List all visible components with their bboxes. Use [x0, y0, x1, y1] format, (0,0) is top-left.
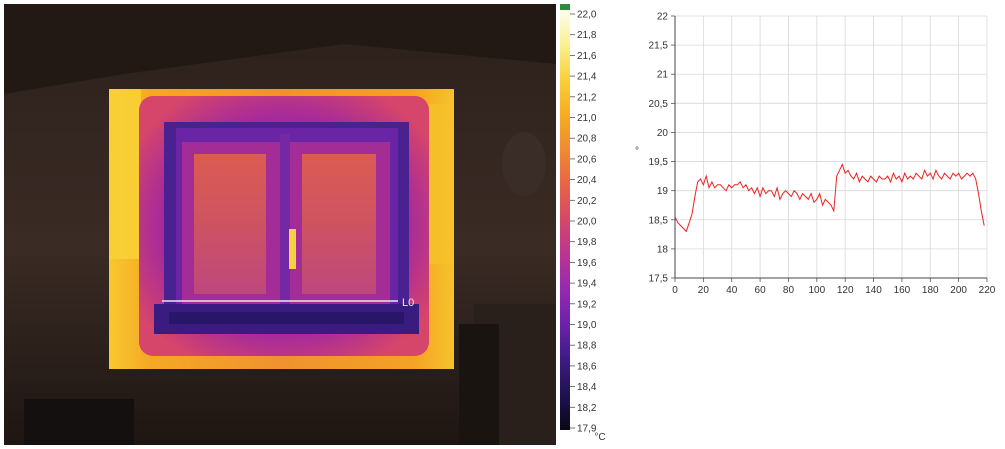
x-tick-label: 40	[726, 285, 738, 296]
y-tick-label: 18	[657, 244, 669, 255]
x-tick-label: 140	[865, 285, 882, 296]
scale-tick-label: 19,4	[577, 279, 597, 290]
scale-tick-label: 18,6	[577, 361, 597, 372]
scale-tick-label: 20,0	[577, 217, 597, 228]
scale-tick-label: 21,8	[577, 30, 597, 41]
x-tick-label: 180	[922, 285, 939, 296]
x-tick-label: 20	[698, 285, 710, 296]
scale-tick-label: 20,6	[577, 154, 597, 165]
chart-axes	[671, 15, 988, 282]
scale-tick-label: 18,8	[577, 341, 597, 352]
scale-tick-label: 18,4	[577, 382, 597, 393]
y-tick-label: 21,5	[649, 41, 669, 52]
scale-tick-label: 21,2	[577, 92, 597, 103]
y-tick-label: 18,5	[649, 215, 669, 226]
measurement-line-label: L0	[402, 297, 414, 309]
scale-tick-label: 21,6	[577, 51, 597, 62]
cabinet-left	[24, 399, 134, 445]
scale-tick-label: 21,4	[577, 72, 597, 83]
chair-right	[459, 324, 499, 445]
scale-unit: °C	[594, 432, 605, 443]
scale-tick-label: 19,0	[577, 320, 597, 331]
hot-spot	[289, 229, 296, 269]
y-tick-label: 17,5	[649, 274, 669, 285]
x-tick-label: 120	[837, 285, 854, 296]
y-tick-label: 22	[657, 12, 669, 23]
warm-edge-left	[109, 89, 141, 259]
thermal-image: L0	[4, 4, 556, 445]
lamp-right	[502, 132, 546, 196]
x-tick-label: 0	[672, 285, 678, 296]
y-tick-label: 19	[657, 186, 669, 197]
window-pane-right-glass	[302, 154, 376, 294]
y-tick-label: 20,5	[649, 99, 669, 110]
x-tick-label: 160	[894, 285, 911, 296]
x-tick-label: 100	[808, 285, 825, 296]
scale-tick-label: 20,4	[577, 175, 597, 186]
scale-tick-label: 20,2	[577, 196, 597, 207]
scale-tick-label: 18,2	[577, 403, 597, 414]
y-tick-label: 19,5	[649, 157, 669, 168]
color-scale: 22,0 21,8 21,6 21,4 21,2 21,0 20,8 20,6 20,4 20,2…	[560, 4, 606, 443]
y-tick-label: 20	[657, 128, 669, 139]
scale-tick-label: 19,2	[577, 299, 597, 310]
scale-tick-label: 19,6	[577, 258, 597, 269]
scale-bar	[560, 10, 570, 430]
chart-grid	[674, 15, 988, 279]
temperature-series-line	[674, 163, 985, 233]
window-pane-left-glass	[194, 154, 266, 294]
sill-blue-band	[169, 312, 404, 324]
ceiling-shadow	[4, 4, 556, 94]
scale-indicator-top	[560, 4, 570, 10]
scale-tick-label: 22,0	[577, 10, 597, 21]
x-tick-label: 220	[979, 285, 996, 296]
scale-tick-label: 19,8	[577, 237, 597, 248]
scale-tick-label: 17,9	[577, 424, 597, 435]
temperature-profile-chart: 0 20 40 60 80 100 120 140 160 180 200 220 22 21,5 21 20…	[635, 12, 996, 297]
scale-tick-label: 21,0	[577, 113, 597, 124]
x-tick-label: 80	[783, 285, 795, 296]
chart-tick-labels: 0 20 40 60 80 100 120 140 160 180 200 220 22 21,5 21 20…	[649, 12, 996, 297]
y-tick-label: 21	[657, 70, 669, 81]
x-tick-label: 200	[950, 285, 967, 296]
x-tick-label: 60	[755, 285, 767, 296]
scale-tick-label: 20,8	[577, 134, 597, 145]
window-mullion	[280, 134, 290, 314]
y-axis-label: °	[635, 146, 639, 157]
